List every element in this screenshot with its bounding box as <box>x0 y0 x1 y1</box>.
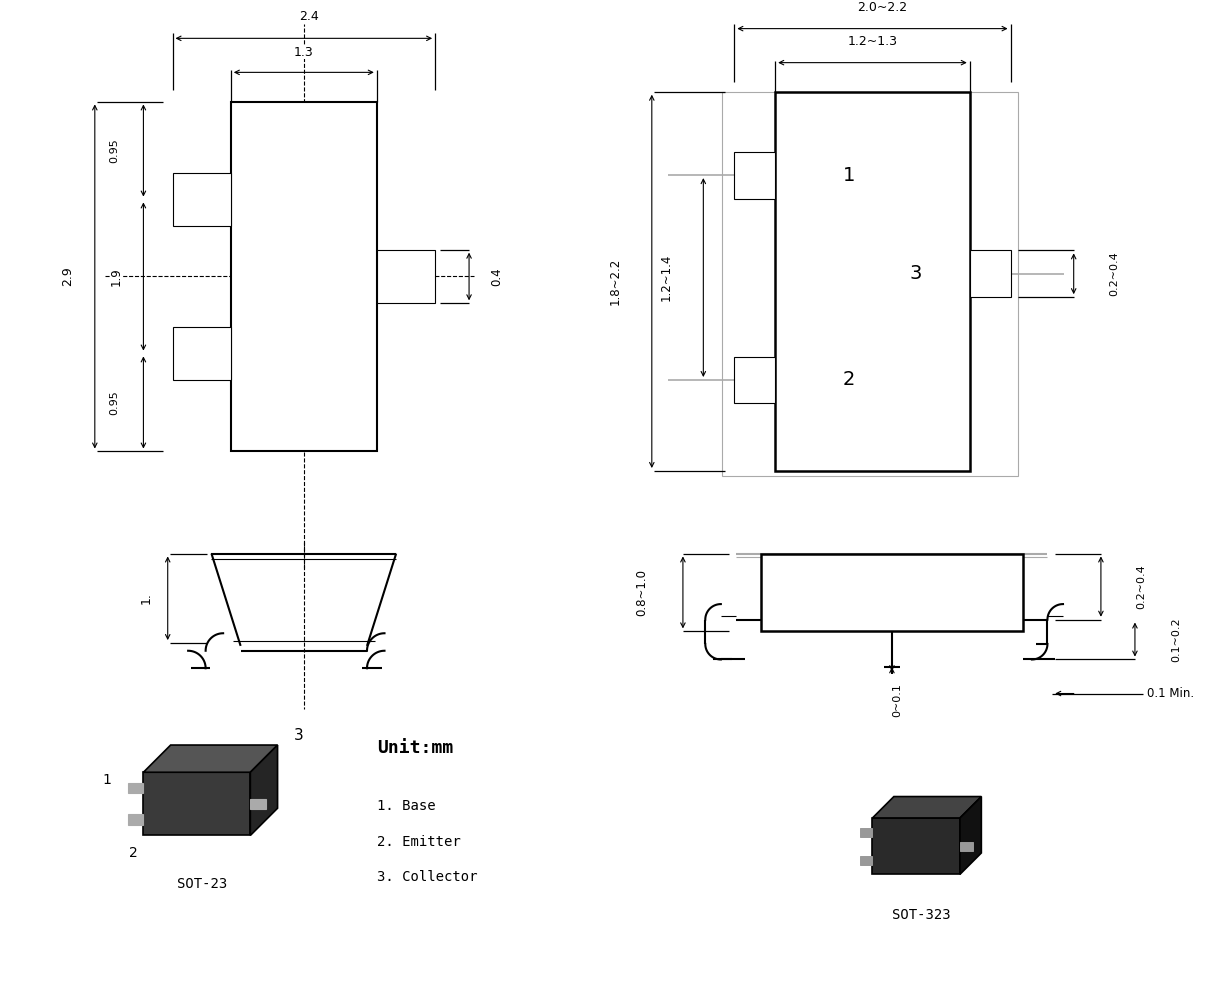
Text: 0.4: 0.4 <box>490 267 503 286</box>
Text: 0.2~0.4: 0.2~0.4 <box>1137 564 1147 609</box>
Text: 2: 2 <box>129 846 138 860</box>
Bar <box>172 327 231 380</box>
Bar <box>873 818 960 874</box>
Bar <box>128 783 143 793</box>
Text: 3: 3 <box>294 728 304 743</box>
Polygon shape <box>143 745 277 772</box>
Bar <box>960 842 973 851</box>
Bar <box>128 814 143 825</box>
Text: 0.95: 0.95 <box>109 390 120 415</box>
Bar <box>775 92 969 471</box>
Polygon shape <box>960 797 982 874</box>
Text: 1.2~1.3: 1.2~1.3 <box>847 35 897 48</box>
Polygon shape <box>250 745 277 835</box>
Text: Unit:mm: Unit:mm <box>377 739 453 757</box>
Bar <box>860 856 873 865</box>
Polygon shape <box>873 797 982 818</box>
Text: 1.2~1.4: 1.2~1.4 <box>659 254 673 301</box>
Text: 1: 1 <box>842 166 856 185</box>
Bar <box>860 828 873 837</box>
Text: 1.9: 1.9 <box>110 267 122 286</box>
Text: 2: 2 <box>842 370 856 389</box>
Bar <box>761 554 1023 631</box>
Text: 2.9: 2.9 <box>61 267 74 286</box>
Bar <box>722 92 1018 476</box>
Text: SOT-323: SOT-323 <box>891 908 950 922</box>
Bar <box>377 250 435 303</box>
Text: 2. Emitter: 2. Emitter <box>377 835 460 849</box>
Text: SOT-23: SOT-23 <box>177 877 227 891</box>
Text: 3: 3 <box>910 264 922 283</box>
Text: 1.8~2.2: 1.8~2.2 <box>608 258 621 305</box>
Text: 0.95: 0.95 <box>109 138 120 163</box>
Bar <box>735 152 775 199</box>
Text: 3. Collector: 3. Collector <box>377 870 477 884</box>
Bar <box>231 102 377 451</box>
Text: 0.1 Min.: 0.1 Min. <box>1147 687 1194 700</box>
Text: 2.0~2.2: 2.0~2.2 <box>857 1 907 14</box>
Text: 1: 1 <box>103 773 111 787</box>
Text: 1. Base: 1. Base <box>377 799 436 813</box>
Text: 0.8~1.0: 0.8~1.0 <box>636 569 648 616</box>
Bar <box>143 772 250 835</box>
Bar <box>172 173 231 226</box>
Bar <box>250 799 266 809</box>
Text: 2.4: 2.4 <box>299 10 319 23</box>
Text: 0.2~0.4: 0.2~0.4 <box>1110 251 1120 296</box>
Text: 0.1~0.2: 0.1~0.2 <box>1171 617 1181 662</box>
Bar <box>735 357 775 403</box>
Text: 1.: 1. <box>140 592 153 604</box>
Text: 0~0.1: 0~0.1 <box>891 683 902 717</box>
Bar <box>969 250 1011 297</box>
Text: 1.3: 1.3 <box>294 46 314 59</box>
